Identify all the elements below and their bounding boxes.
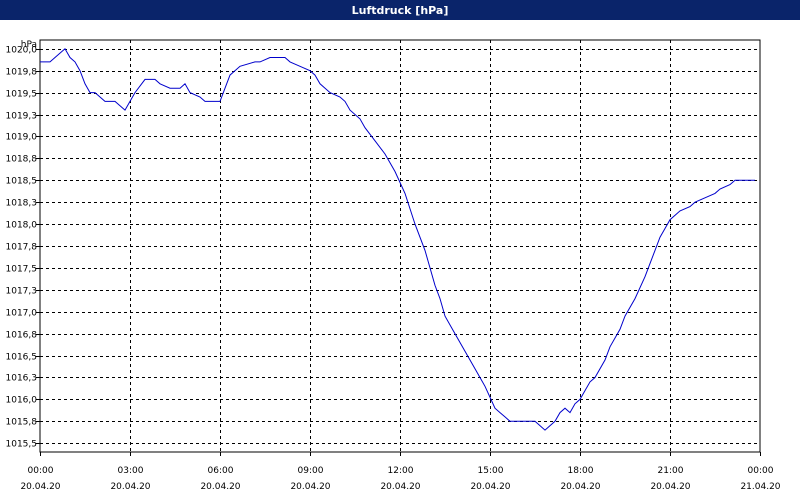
x-tick-date: 20.04.20: [110, 482, 150, 492]
y-tick-label: 1018,0: [6, 221, 38, 231]
y-tick-label: 1019,5: [6, 90, 38, 100]
x-tick-date: 20.04.20: [200, 482, 240, 492]
y-tick-label: 1015,8: [6, 418, 38, 428]
y-tick-label: 1019,3: [6, 112, 38, 122]
x-tick-time: 00:00: [748, 466, 774, 476]
x-tick-time: 12:00: [388, 466, 414, 476]
chart-title: Luftdruck [hPa]: [351, 3, 449, 17]
y-tick-label: 1016,3: [6, 374, 38, 384]
x-tick-date: 20.04.20: [20, 482, 60, 492]
y-tick-label: 1017,8: [6, 243, 38, 253]
y-tick-label: 1017,3: [6, 287, 38, 297]
y-tick-label: 1016,8: [6, 331, 38, 341]
pressure-chart: 1020,0 1019,8 1019,5 1019,3 1019,0 1018,8 1018…: [6, 39, 781, 492]
y-tick-label: 1020,0: [6, 46, 38, 56]
y-axis-label: hPa: [21, 40, 37, 50]
chart-title-bar: Luftdruck [hPa]: [0, 0, 800, 20]
x-tick-time: 21:00: [658, 466, 684, 476]
y-tick-label: 1019,0: [6, 133, 38, 143]
x-tick-date: 21.04.20: [740, 482, 780, 492]
chart-frame: 1020,0 1019,8 1019,5 1019,3 1019,0 1018,8 1018…: [0, 20, 800, 500]
x-tick-date: 20.04.20: [290, 482, 330, 492]
x-tick-date: 20.04.20: [380, 482, 420, 492]
y-tick-label: 1017,5: [6, 265, 38, 275]
y-tick-label: 1017,0: [6, 309, 38, 319]
y-tick-label: 1018,5: [6, 177, 38, 187]
x-tick-time: 09:00: [298, 466, 324, 476]
y-tick-label: 1018,3: [6, 199, 38, 209]
x-tick-date: 20.04.20: [470, 482, 510, 492]
x-tick-time: 15:00: [478, 466, 504, 476]
x-tick-date: 20.04.20: [650, 482, 690, 492]
pressure-series-line: [40, 48, 755, 431]
x-tick-time: 00:00: [28, 466, 54, 476]
y-tick-label: 1019,8: [6, 68, 38, 78]
x-tick-time: 03:00: [118, 466, 144, 476]
x-tick-time: 06:00: [208, 466, 234, 476]
x-tick-date: 20.04.20: [560, 482, 600, 492]
y-tick-label: 1016,0: [6, 396, 38, 406]
y-tick-label: 1018,8: [6, 155, 38, 165]
y-tick-label: 1015,5: [6, 440, 38, 450]
y-tick-label: 1016,5: [6, 353, 38, 363]
x-tick-time: 18:00: [568, 466, 594, 476]
